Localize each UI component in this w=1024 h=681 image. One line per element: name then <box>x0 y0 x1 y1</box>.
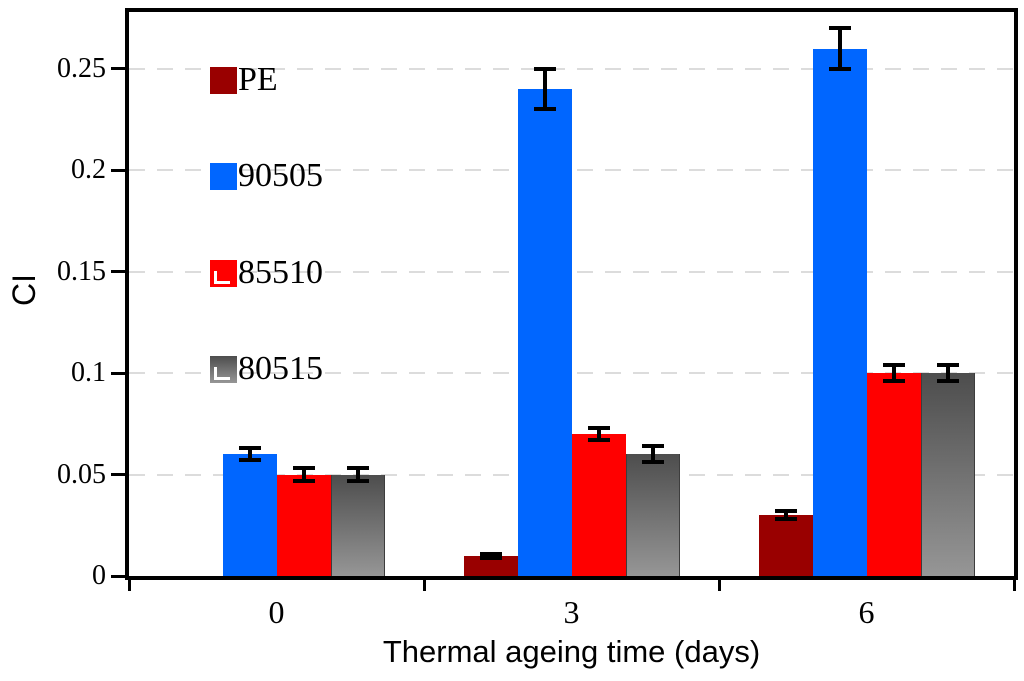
legend-swatch-80515 <box>210 355 237 383</box>
error-bar-cap <box>533 107 556 112</box>
x-tick-label: 6 <box>858 594 875 630</box>
gridline <box>129 67 1014 70</box>
legend-item-85510: 85510 <box>210 256 323 290</box>
error-bar-cap <box>774 517 797 522</box>
legend-item-90505: 90505 <box>210 159 323 193</box>
legend-label: 85510 <box>238 254 323 291</box>
x-tick-label: 0 <box>268 594 285 630</box>
gridline <box>129 372 1014 375</box>
bar-80515-day6 <box>920 373 975 576</box>
bar-PE-day6 <box>758 515 813 576</box>
bar-PE-day3 <box>463 555 518 576</box>
error-bar-cap <box>292 466 315 471</box>
y-axis-tick <box>111 270 125 274</box>
x-axis-tick <box>717 580 721 591</box>
error-bar-cap <box>533 66 556 71</box>
bar-85510-day3 <box>571 433 626 576</box>
error-bar-cap <box>828 26 851 31</box>
legend-item-PE: PE <box>210 63 278 97</box>
error-bar-cap <box>292 478 315 483</box>
x-axis-tick <box>422 580 426 591</box>
y-tick-label: 0.15 <box>57 255 106 287</box>
bar-90505-day6 <box>812 48 867 576</box>
error-bar-cap <box>587 425 610 430</box>
error-bar-cap <box>346 466 369 471</box>
legend-item-80515: 80515 <box>210 352 323 386</box>
error-bar-cap <box>479 555 502 560</box>
gridline <box>129 270 1014 273</box>
bar-85510-day0 <box>276 474 331 576</box>
y-axis-tick <box>111 168 125 172</box>
error-bar-line <box>488 553 493 558</box>
y-tick-label: 0.2 <box>71 154 106 186</box>
legend-swatch-90505 <box>210 162 237 190</box>
y-tick-label: 0.25 <box>57 52 106 84</box>
y-tick-label: 0 <box>92 560 106 591</box>
error-bar-cap <box>238 446 261 451</box>
bar-80515-day3 <box>625 454 680 576</box>
error-bar-cap <box>479 551 502 556</box>
legend-label: 80515 <box>238 350 323 387</box>
error-bar-cap <box>828 66 851 71</box>
error-bar-cap <box>882 379 905 384</box>
y-axis-tick <box>111 371 125 375</box>
error-bar-line <box>891 365 896 382</box>
legend-label: PE <box>238 61 278 98</box>
bar-90505-day0 <box>222 454 277 576</box>
bar-85510-day6 <box>866 373 921 576</box>
error-bar-cap <box>238 458 261 463</box>
error-bar-cap <box>641 444 664 449</box>
error-bar-line <box>837 28 842 69</box>
y-axis-tick <box>111 473 125 477</box>
error-bar-cap <box>774 509 797 514</box>
x-axis-tick <box>127 580 131 591</box>
swatch-corner-mark <box>214 270 230 284</box>
error-bar-cap <box>882 363 905 367</box>
y-axis-tick <box>111 67 125 71</box>
error-bar-line <box>945 365 950 382</box>
bars-layer <box>129 12 1014 576</box>
swatch-corner-mark <box>214 366 230 380</box>
error-bar-cap <box>936 379 959 384</box>
legend-swatch-85510 <box>210 259 237 287</box>
y-tick-label: 0.05 <box>57 458 106 490</box>
x-axis-tick <box>1012 580 1016 591</box>
error-bar-line <box>650 446 655 463</box>
x-tick-label: 3 <box>563 594 580 630</box>
error-bar-line <box>542 68 547 110</box>
error-bar-cap <box>346 478 369 483</box>
legend-label: 90505 <box>238 157 323 194</box>
error-bar-line <box>301 468 306 481</box>
error-bar-cap <box>936 363 959 367</box>
error-bar-line <box>247 448 252 461</box>
error-bars-layer <box>129 12 1014 576</box>
error-bar-line <box>783 511 788 520</box>
gridline <box>129 169 1014 172</box>
x-axis-title: Thermal ageing time (days) <box>382 634 761 669</box>
legend-swatch-PE <box>210 66 237 94</box>
error-bar-cap <box>587 438 610 443</box>
error-bar-line <box>596 427 601 441</box>
bar-80515-day0 <box>330 474 385 576</box>
error-bar-line <box>355 468 360 481</box>
y-tick-label: 0.1 <box>71 357 106 389</box>
y-axis-tick <box>111 574 125 578</box>
error-bar-cap <box>641 460 664 465</box>
bar-90505-day3 <box>517 89 572 576</box>
plot-area: PE 90505 85510 80515 <box>125 8 1018 580</box>
